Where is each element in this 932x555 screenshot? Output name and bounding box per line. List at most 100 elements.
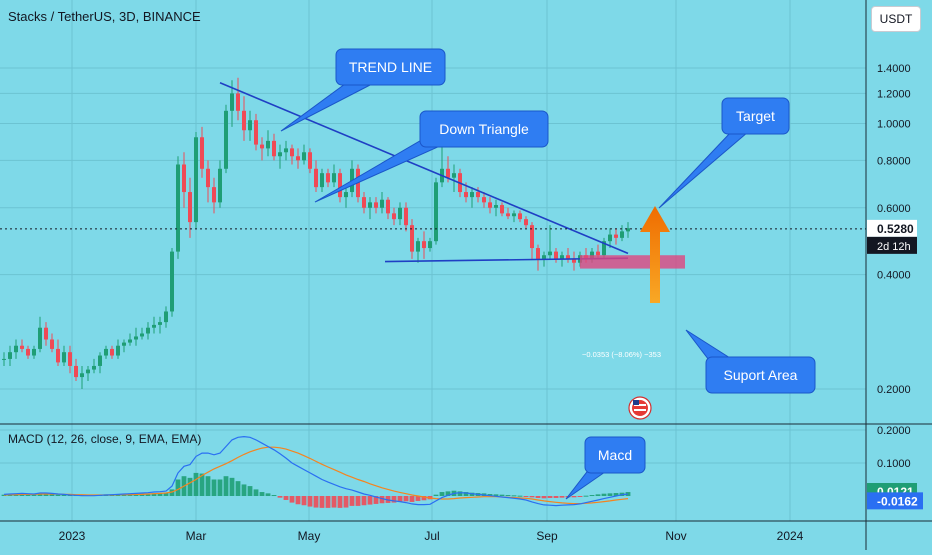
candle-body bbox=[50, 339, 54, 349]
candle-body bbox=[320, 173, 324, 188]
macd-histogram-bar bbox=[175, 479, 181, 496]
target-callout[interactable]: Target bbox=[658, 97, 790, 209]
countdown-value: 2d 12h bbox=[877, 241, 911, 253]
macd-histogram-bar bbox=[37, 493, 43, 496]
macd-histogram-bar bbox=[337, 496, 343, 508]
candle-body bbox=[104, 348, 108, 356]
target-callout-tail bbox=[658, 131, 750, 209]
candle-body bbox=[68, 352, 72, 366]
macd-histogram-bar bbox=[247, 486, 253, 496]
candle-body bbox=[626, 228, 630, 232]
macd-histogram-bar bbox=[373, 496, 379, 504]
macd-histogram-bar bbox=[553, 496, 559, 498]
last-price-tag-bg bbox=[867, 219, 917, 237]
candle-body bbox=[614, 234, 618, 238]
candle-body bbox=[518, 213, 522, 220]
macd-histogram-bar bbox=[391, 496, 397, 503]
last-price-value: 0.5280 bbox=[877, 222, 914, 236]
macd-histogram-bar bbox=[445, 491, 451, 496]
macd-histogram-bar bbox=[295, 496, 301, 505]
macd-histogram-bar bbox=[583, 495, 589, 497]
macd-histogram-bar bbox=[613, 493, 619, 496]
macd-histogram-bar bbox=[253, 489, 259, 496]
candle-body bbox=[398, 207, 402, 220]
candle-body bbox=[230, 93, 234, 111]
candle-body bbox=[134, 336, 138, 340]
candle-body bbox=[362, 197, 366, 208]
candle-body bbox=[206, 168, 210, 188]
macd-histogram-bar bbox=[505, 495, 511, 497]
macd-histogram-bar bbox=[355, 496, 361, 506]
macd-callout-box bbox=[584, 436, 646, 474]
candle-body bbox=[14, 345, 18, 353]
y-tick-label: 1.2000 bbox=[877, 88, 911, 100]
macd-histogram-bar bbox=[511, 495, 517, 497]
macd-histogram-bar bbox=[571, 496, 577, 498]
macd-histogram-bar bbox=[313, 496, 319, 508]
candle-body bbox=[302, 152, 306, 161]
candle-body bbox=[38, 327, 42, 349]
support-area-callout[interactable]: Suport Area bbox=[685, 329, 816, 394]
macd-histogram-bar bbox=[301, 496, 307, 506]
macd-histogram-bar bbox=[403, 496, 409, 502]
y-tick-label: 0.6000 bbox=[877, 203, 911, 215]
macd-histogram-bar bbox=[307, 496, 313, 507]
macd-histogram-bar bbox=[145, 493, 151, 496]
target-arrow bbox=[640, 206, 670, 303]
candle-body bbox=[254, 120, 258, 145]
x-tick-label: Sep bbox=[536, 529, 558, 543]
candle-body bbox=[470, 192, 474, 198]
macd-histogram-bar bbox=[577, 496, 583, 497]
candle-body bbox=[212, 187, 216, 203]
candle-body bbox=[176, 164, 180, 252]
y-tick-label: 0.2000 bbox=[877, 384, 911, 396]
candle-body bbox=[20, 345, 24, 349]
down-triangle-callout-box bbox=[419, 110, 549, 148]
trend-line-callout-box bbox=[335, 48, 446, 86]
candle-body bbox=[332, 173, 336, 183]
candle-body bbox=[488, 202, 492, 208]
candle-body bbox=[272, 140, 276, 157]
macd-histogram-bar bbox=[265, 493, 271, 496]
candle-body bbox=[404, 207, 408, 226]
candle-body bbox=[512, 213, 516, 217]
candle-body bbox=[8, 352, 12, 359]
candle-body bbox=[572, 258, 576, 263]
macd-callout[interactable]: Macd bbox=[565, 436, 646, 500]
candle-body bbox=[170, 251, 174, 312]
candle-body bbox=[416, 241, 420, 252]
x-tick-label: Nov bbox=[665, 529, 686, 543]
candle-body bbox=[248, 120, 252, 131]
x-tick-label: May bbox=[298, 529, 321, 543]
trend-line bbox=[219, 82, 629, 255]
macd-histogram-bar bbox=[517, 495, 523, 497]
macd-histogram-bar bbox=[205, 476, 211, 496]
macd-histogram-bar bbox=[49, 494, 55, 496]
macd-histogram-bar bbox=[499, 494, 505, 496]
candle-body bbox=[296, 156, 300, 161]
candle-body bbox=[74, 365, 78, 378]
callouts[interactable]: TREND LINE Down Triangle Target Suport Area… bbox=[280, 48, 816, 500]
candle-body bbox=[602, 241, 606, 256]
candle-body bbox=[620, 231, 624, 238]
macd-histogram-bar bbox=[367, 496, 373, 505]
candle-body bbox=[560, 255, 564, 259]
candle-body bbox=[122, 342, 126, 346]
macd-histogram-bar bbox=[277, 496, 283, 498]
x-tick-label: Jul bbox=[424, 529, 439, 543]
macd-histogram-bar bbox=[595, 494, 601, 496]
candle-body bbox=[596, 251, 600, 256]
currency-button[interactable]: USDT bbox=[871, 6, 921, 32]
macd-histogram-bar bbox=[559, 496, 565, 498]
macd-histogram-bar bbox=[361, 496, 367, 506]
candle-body bbox=[266, 140, 270, 149]
macd-histogram-bar bbox=[187, 477, 193, 496]
x-tick-label: 2023 bbox=[59, 529, 86, 543]
macd-histogram-bar bbox=[439, 492, 445, 496]
down-triangle-callout[interactable]: Down Triangle bbox=[314, 110, 549, 203]
drawing-tools[interactable]: −0.0353 (−8.06%) −353 bbox=[0, 82, 866, 420]
trend-line-callout[interactable]: TREND LINE bbox=[280, 48, 446, 132]
